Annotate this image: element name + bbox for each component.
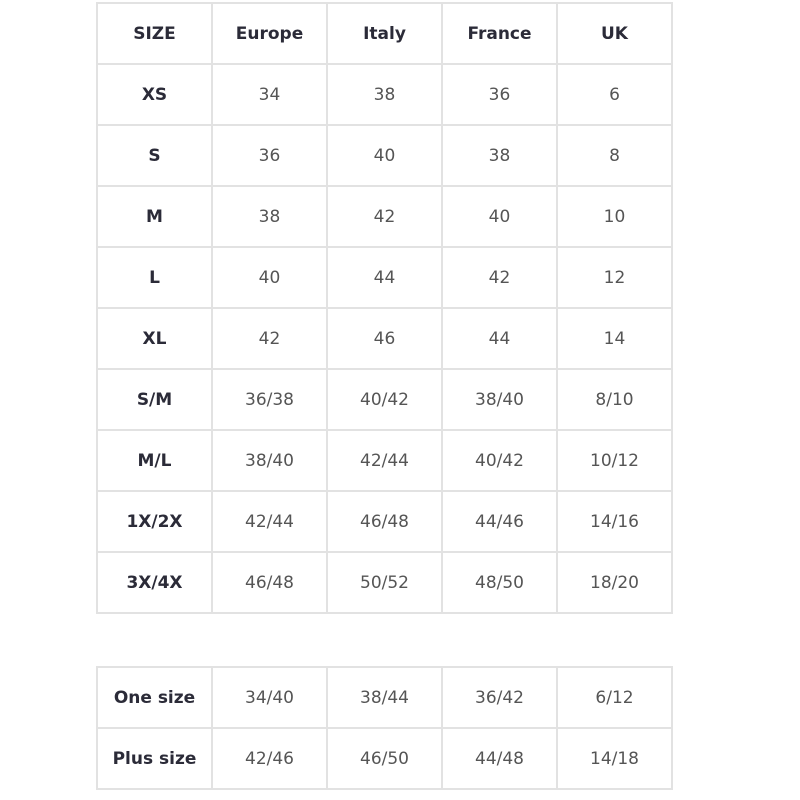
table-row: S 36 40 38 8 — [96, 124, 673, 187]
size-value: 34 — [211, 63, 328, 126]
size-value: 42/44 — [211, 490, 328, 553]
size-value: 46/50 — [326, 727, 443, 790]
size-value: 46 — [326, 307, 443, 370]
table-row: One size 34/40 38/44 36/42 6/12 — [96, 666, 673, 729]
table-row: 3X/4X 46/48 50/52 48/50 18/20 — [96, 551, 673, 614]
column-header: Europe — [211, 2, 328, 65]
size-value: 42 — [441, 246, 558, 309]
size-value: 38/40 — [211, 429, 328, 492]
size-value: 48/50 — [441, 551, 558, 614]
size-value: 42 — [326, 185, 443, 248]
size-value: 42/44 — [326, 429, 443, 492]
size-label: M — [96, 185, 213, 248]
size-value: 6 — [556, 63, 673, 126]
size-chart-table: SIZE Europe Italy France UK XS 34 38 36 6 S 36 40 38 8… — [96, 2, 673, 614]
size-value: 40 — [326, 124, 443, 187]
column-header: France — [441, 2, 558, 65]
size-value: 38 — [441, 124, 558, 187]
size-value: 10 — [556, 185, 673, 248]
table-row: S/M 36/38 40/42 38/40 8/10 — [96, 368, 673, 431]
size-value: 38/44 — [326, 666, 443, 729]
size-value: 44 — [441, 307, 558, 370]
size-value: 14/18 — [556, 727, 673, 790]
header-row: SIZE Europe Italy France UK — [96, 2, 673, 65]
size-value: 8/10 — [556, 368, 673, 431]
size-label: 1X/2X — [96, 490, 213, 553]
size-value: 40 — [211, 246, 328, 309]
size-value: 44/46 — [441, 490, 558, 553]
size-value: 14 — [556, 307, 673, 370]
size-value: 40 — [441, 185, 558, 248]
size-value: 44 — [326, 246, 443, 309]
table-row: XS 34 38 36 6 — [96, 63, 673, 126]
table-row: XL 42 46 44 14 — [96, 307, 673, 370]
size-label: XL — [96, 307, 213, 370]
size-value: 36/42 — [441, 666, 558, 729]
size-value: 38/40 — [441, 368, 558, 431]
size-value: 36/38 — [211, 368, 328, 431]
size-label: S — [96, 124, 213, 187]
size-value: 34/40 — [211, 666, 328, 729]
size-value: 14/16 — [556, 490, 673, 553]
table-row: Plus size 42/46 46/50 44/48 14/18 — [96, 727, 673, 790]
size-value: 10/12 — [556, 429, 673, 492]
column-header: SIZE — [96, 2, 213, 65]
size-label: S/M — [96, 368, 213, 431]
size-value: 44/48 — [441, 727, 558, 790]
size-value: 36 — [211, 124, 328, 187]
size-value: 18/20 — [556, 551, 673, 614]
table-row: 1X/2X 42/44 46/48 44/46 14/16 — [96, 490, 673, 553]
size-value: 50/52 — [326, 551, 443, 614]
size-value: 12 — [556, 246, 673, 309]
size-label: M/L — [96, 429, 213, 492]
size-label: 3X/4X — [96, 551, 213, 614]
size-label: Plus size — [96, 727, 213, 790]
column-header: UK — [556, 2, 673, 65]
table-row: M 38 42 40 10 — [96, 185, 673, 248]
size-label: XS — [96, 63, 213, 126]
size-value: 46/48 — [326, 490, 443, 553]
column-header: Italy — [326, 2, 443, 65]
table-row: L 40 44 42 12 — [96, 246, 673, 309]
size-value: 42/46 — [211, 727, 328, 790]
size-value: 38 — [211, 185, 328, 248]
special-size-table: One size 34/40 38/44 36/42 6/12 Plus size 42/4… — [96, 666, 673, 790]
size-value: 6/12 — [556, 666, 673, 729]
table-row: M/L 38/40 42/44 40/42 10/12 — [96, 429, 673, 492]
size-value: 40/42 — [441, 429, 558, 492]
size-label: L — [96, 246, 213, 309]
size-value: 40/42 — [326, 368, 443, 431]
size-value: 38 — [326, 63, 443, 126]
size-value: 42 — [211, 307, 328, 370]
size-value: 36 — [441, 63, 558, 126]
size-label: One size — [96, 666, 213, 729]
size-value: 8 — [556, 124, 673, 187]
size-value: 46/48 — [211, 551, 328, 614]
